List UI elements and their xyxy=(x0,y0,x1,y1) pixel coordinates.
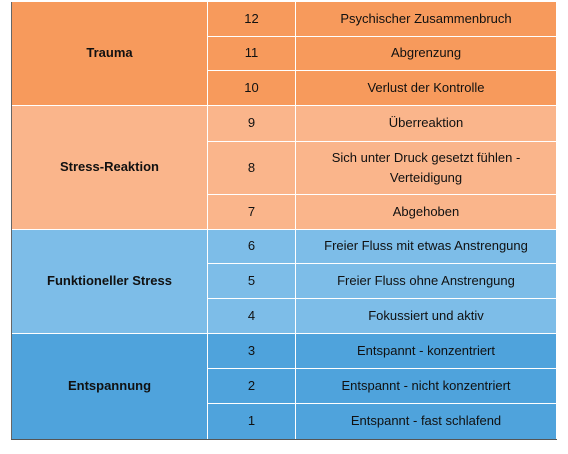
level-description: Verlust der Kontrolle xyxy=(296,71,557,106)
level-number: 4 xyxy=(208,299,296,334)
level-number: 9 xyxy=(208,106,296,142)
level-description: Überreaktion xyxy=(296,106,557,142)
group-label: Entspannung xyxy=(12,334,208,440)
level-description: Entspannt - fast schlafend xyxy=(296,404,557,440)
level-description: Freier Fluss mit etwas Anstrengung xyxy=(296,230,557,264)
level-description: Entspannt - nicht konzentriert xyxy=(296,369,557,404)
level-description: Fokussiert und aktiv xyxy=(296,299,557,334)
level-description: Freier Fluss ohne Anstrengung xyxy=(296,264,557,299)
level-number: 1 xyxy=(208,404,296,440)
level-number: 11 xyxy=(208,37,296,71)
level-description: Psychischer Zusammenbruch xyxy=(296,2,557,37)
level-number: 3 xyxy=(208,334,296,369)
level-number: 12 xyxy=(208,2,296,37)
level-number: 5 xyxy=(208,264,296,299)
group-label: Funktioneller Stress xyxy=(12,230,208,334)
level-number: 10 xyxy=(208,71,296,106)
level-number: 8 xyxy=(208,142,296,195)
level-number: 7 xyxy=(208,195,296,230)
table-border xyxy=(11,439,557,440)
level-description: Sich unter Druck gesetzt fühlen - Vertei… xyxy=(296,142,557,195)
level-number: 6 xyxy=(208,230,296,264)
level-number: 2 xyxy=(208,369,296,404)
level-description: Abgehoben xyxy=(296,195,557,230)
level-description: Abgrenzung xyxy=(296,37,557,71)
level-description: Entspannt - konzentriert xyxy=(296,334,557,369)
table-border xyxy=(11,2,12,440)
group-label: Stress-Reaktion xyxy=(12,106,208,230)
group-label: Trauma xyxy=(12,2,208,106)
